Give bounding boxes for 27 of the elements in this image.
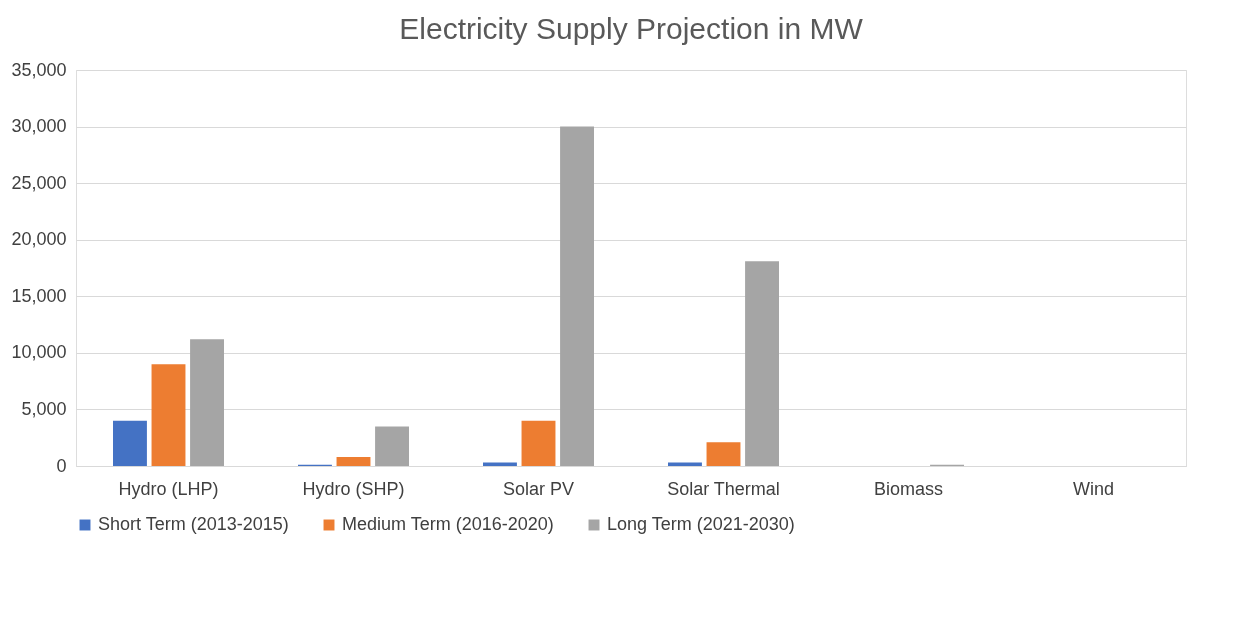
y-tick-label: 35,000 bbox=[11, 59, 67, 80]
y-tick-label: 30,000 bbox=[11, 116, 67, 137]
bar bbox=[560, 126, 594, 466]
y-tick-label: 5,000 bbox=[21, 398, 67, 419]
y-tick-label: 0 bbox=[56, 455, 67, 476]
legend-label: Long Term (2021-2030) bbox=[607, 514, 795, 534]
legend-label: Medium Term (2016-2020) bbox=[342, 514, 554, 534]
bar bbox=[190, 339, 224, 466]
y-tick-label: 25,000 bbox=[11, 172, 67, 193]
bar bbox=[151, 364, 186, 466]
bar bbox=[745, 261, 779, 466]
y-tick-label: 15,000 bbox=[11, 285, 67, 306]
legend-label: Short Term (2013-2015) bbox=[98, 514, 289, 534]
y-tick-label: 20,000 bbox=[11, 229, 67, 250]
bar bbox=[375, 426, 409, 466]
x-tick-label: Solar PV bbox=[502, 478, 575, 499]
y-tick-label: 10,000 bbox=[11, 342, 67, 363]
x-tick-label: Solar Thermal bbox=[667, 478, 780, 499]
bar bbox=[706, 442, 741, 466]
x-tick-label: Biomass bbox=[873, 478, 944, 499]
x-tick-label: Hydro (SHP) bbox=[302, 478, 405, 499]
bar bbox=[113, 420, 147, 466]
chart-title: Electricity Supply Projection in MW bbox=[399, 12, 864, 45]
bar bbox=[521, 420, 556, 466]
x-tick-label: Wind bbox=[1072, 478, 1115, 499]
x-tick-label: Hydro (LHP) bbox=[118, 478, 219, 499]
bar bbox=[336, 456, 371, 466]
